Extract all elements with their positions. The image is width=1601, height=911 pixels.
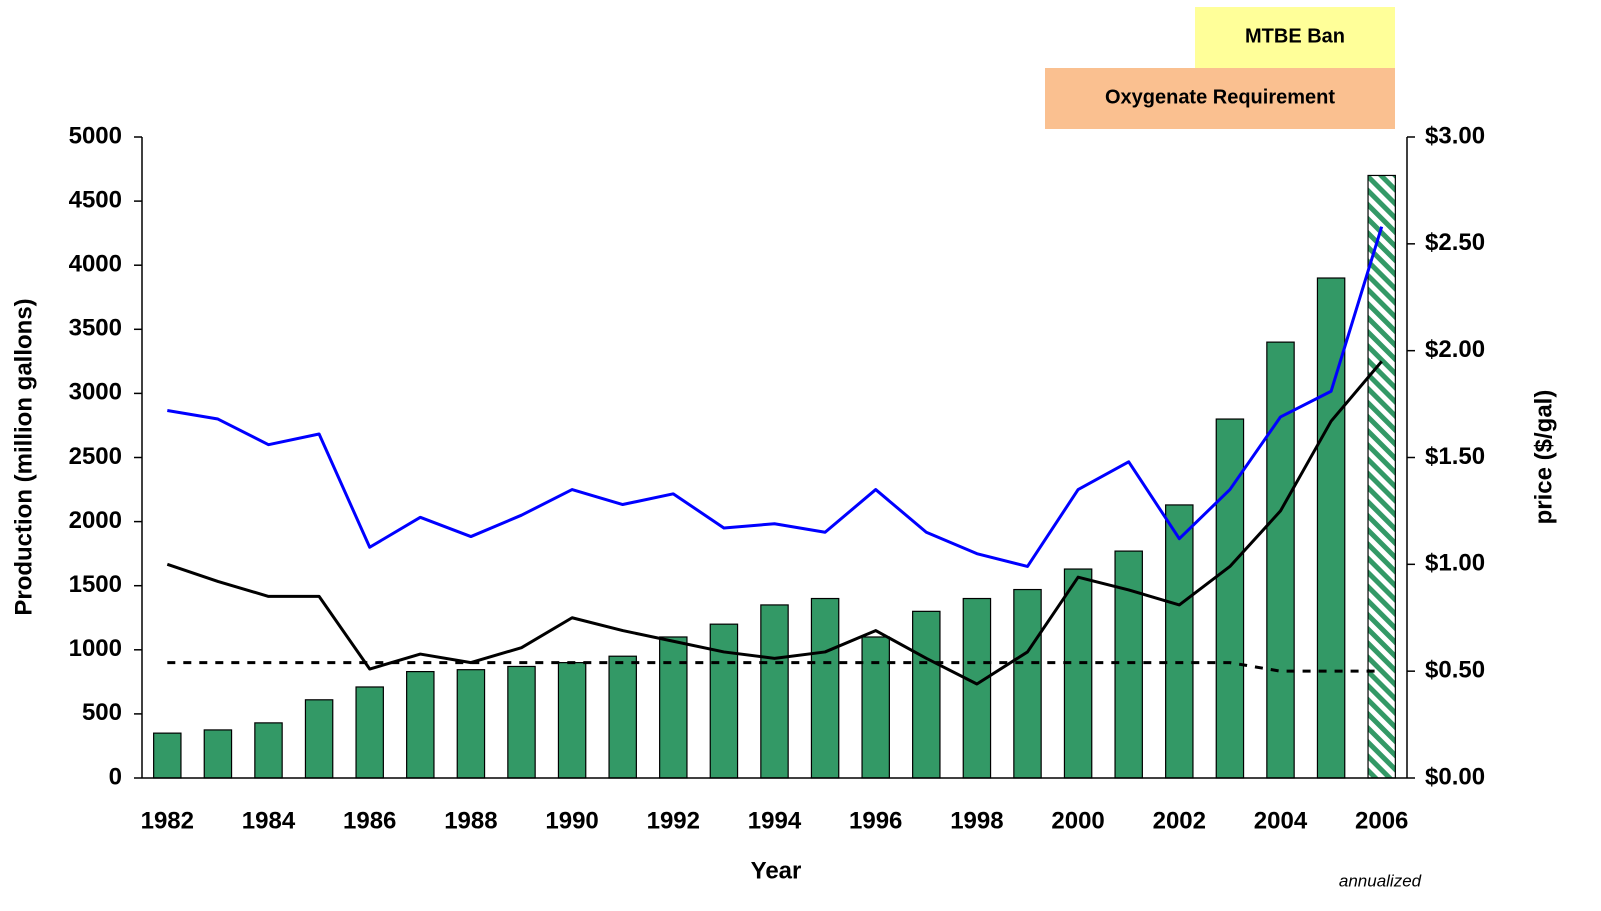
x-tick-label: 1994 [748,807,802,834]
bar [962,597,992,779]
bar [153,732,182,779]
x-tick-label: 2004 [1254,807,1308,834]
bar [1165,504,1194,779]
x-tick-label: 1996 [849,807,902,834]
bar [659,636,688,779]
x-tick-label: 1998 [950,807,1003,834]
annotation: annualized [1339,871,1422,890]
y2-tick-label: $2.50 [1425,229,1485,256]
x-tick-label: 2006 [1355,807,1408,834]
bar [709,623,739,779]
bar [608,655,637,779]
y-tick-label: 1000 [69,635,122,662]
x-tick-label: 1984 [242,807,296,834]
mtbe-box [1195,7,1395,68]
y2-tick-label: $0.00 [1425,763,1485,790]
bar [912,610,941,779]
bar [861,636,890,779]
bar [1316,277,1346,779]
y-tick-label: 2000 [69,507,122,534]
y-axis-label: Production (million gallons) [10,298,37,615]
x-tick-label: 2000 [1051,807,1104,834]
x-tick-label: 1982 [141,807,194,834]
bar [1215,418,1245,779]
bar [1367,174,1396,779]
y-tick-label: 0 [109,763,122,790]
x-tick-label: 1986 [343,807,396,834]
oxygenate-box [1045,68,1395,129]
line [167,226,1384,568]
y2-tick-label: $2.00 [1425,336,1485,363]
x-tick-label: 1992 [647,807,700,834]
y-tick-label: 1500 [69,571,122,598]
x-tick-label: 2002 [1153,807,1206,834]
y-tick-label: 5000 [69,122,122,149]
x-tick-label: 1988 [444,807,497,834]
bar [1063,568,1093,779]
y2-tick-label: $3.00 [1425,122,1485,149]
bar [1013,588,1042,779]
y2-tick-label: $0.50 [1425,657,1485,684]
y-tick-label: 4000 [69,251,122,278]
y-tick-label: 500 [82,699,122,726]
annotation: MTBE Ban [1245,25,1345,47]
bar [557,662,587,779]
bar [304,699,334,779]
x-axis-label: Year [751,857,802,884]
bar [355,686,384,779]
bar [254,722,283,779]
line [167,661,1382,673]
bar [810,597,840,779]
bar [456,669,486,779]
y2-axis-label: price ($/gal) [1530,390,1557,525]
y-tick-label: 3000 [69,379,122,406]
y2-tick-label: $1.00 [1425,550,1485,577]
bar [1114,550,1143,779]
bar [1266,341,1295,779]
bar [507,665,536,779]
y-tick-label: 4500 [69,186,122,213]
y2-tick-label: $1.50 [1425,443,1485,470]
y-tick-label: 2500 [69,443,122,470]
x-tick-label: 1990 [545,807,598,834]
bar [203,729,233,779]
y-tick-label: 3500 [69,315,122,342]
line [166,360,1383,686]
annotation: Oxygenate Requirement [1105,86,1335,108]
bar [760,604,789,779]
bar [406,670,435,779]
